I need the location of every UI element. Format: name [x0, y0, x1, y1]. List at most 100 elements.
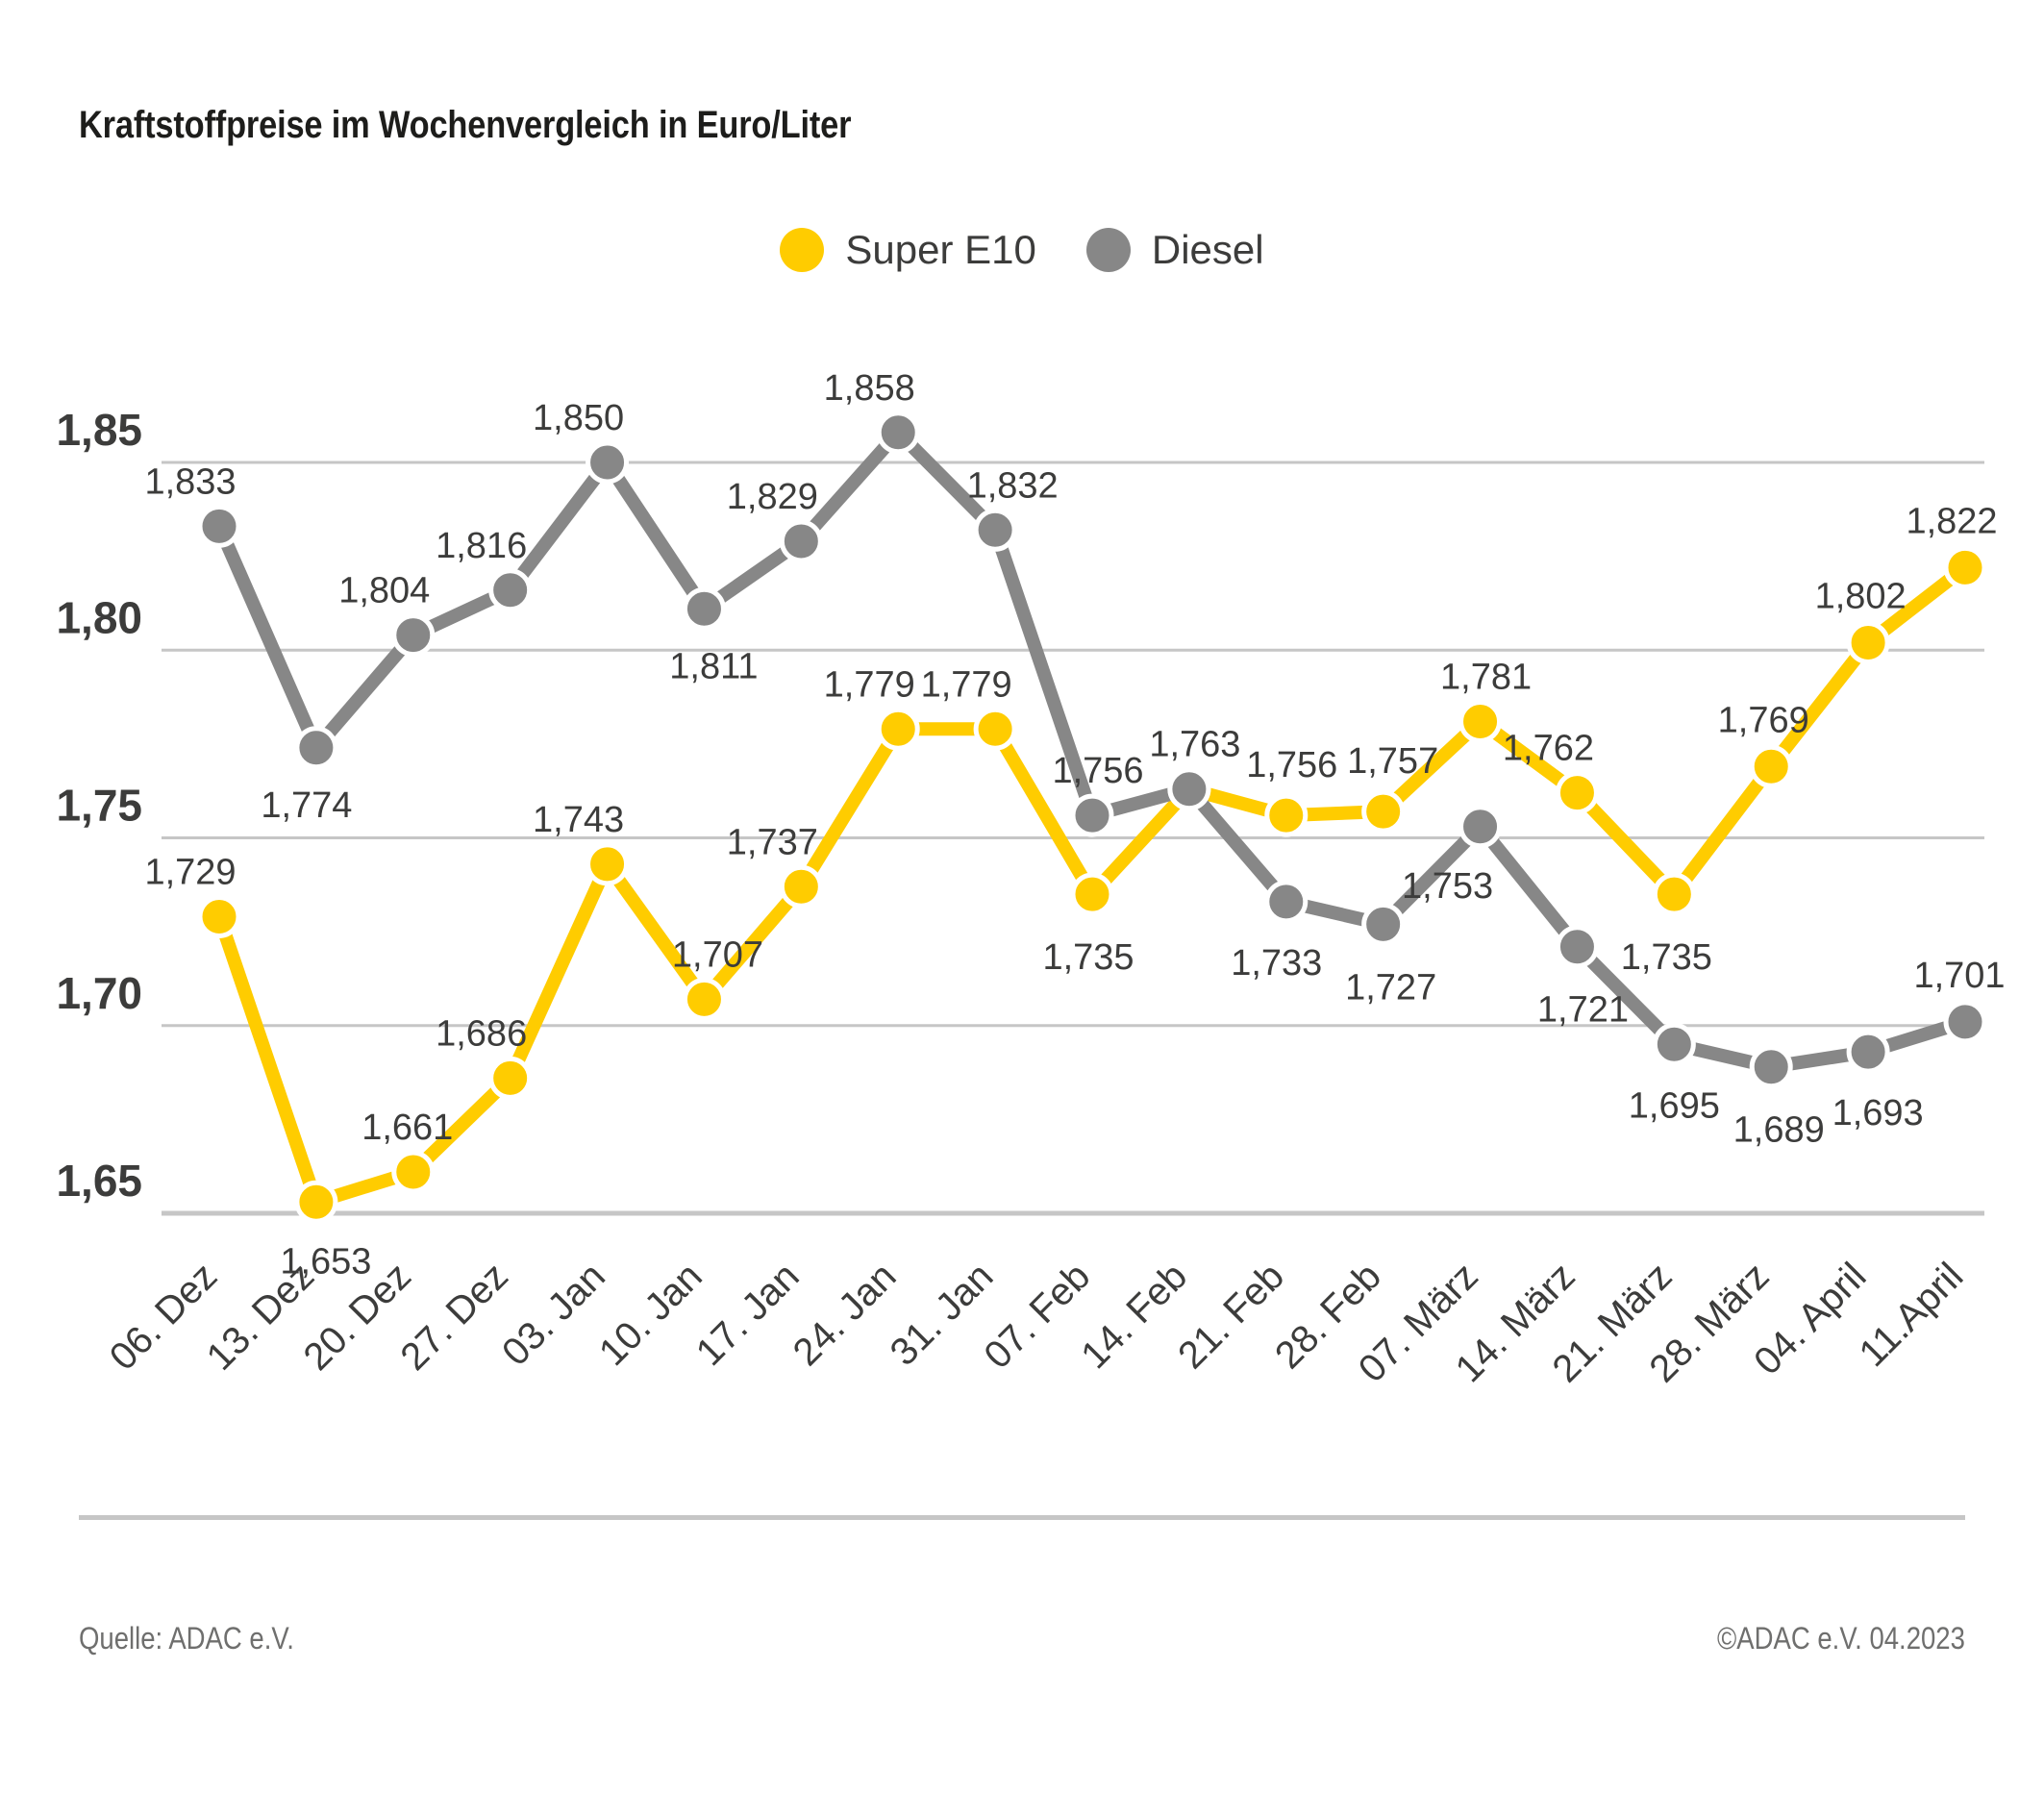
data-point-marker[interactable]	[197, 504, 241, 548]
data-point-marker[interactable]	[1070, 872, 1114, 916]
data-point-marker[interactable]	[1943, 1000, 1987, 1044]
y-axis-tick-label: 1,75	[56, 781, 142, 831]
data-point-label: 1,757	[1347, 741, 1438, 782]
data-point-marker[interactable]	[488, 1056, 533, 1100]
data-point-marker[interactable]	[391, 1150, 436, 1194]
x-axis-tick-label: 31. Jan	[883, 1255, 1002, 1374]
data-point-label: 1,832	[967, 465, 1059, 506]
data-point-label: 1,689	[1733, 1110, 1825, 1151]
y-axis-tick-label: 1,70	[56, 968, 142, 1018]
data-point-label: 1,737	[727, 822, 818, 862]
data-point-marker[interactable]	[391, 613, 436, 658]
legend-swatch-super-e10	[780, 228, 825, 272]
data-point-marker[interactable]	[586, 440, 630, 485]
data-point-marker[interactable]	[488, 568, 533, 612]
footer-divider	[79, 1515, 1965, 1520]
data-point-label: 1,858	[824, 368, 915, 409]
data-point-label: 1,695	[1629, 1085, 1720, 1126]
legend-item-diesel[interactable]: Diesel	[1085, 227, 1264, 273]
x-axis-tick-label: 17. Jan	[688, 1255, 808, 1374]
data-point-marker[interactable]	[1458, 699, 1503, 743]
data-point-label: 1,822	[1906, 501, 1997, 541]
data-point-label: 1,774	[261, 785, 352, 826]
copyright-note: ©ADAC e.V. 04.2023	[1717, 1621, 1965, 1656]
x-axis-tick-label: 24. Jan	[785, 1255, 905, 1374]
x-axis-tick-label: 06. Dez	[102, 1255, 226, 1379]
data-point-marker[interactable]	[1555, 771, 1599, 815]
data-point-marker[interactable]	[1652, 1022, 1696, 1066]
data-point-label: 1,763	[1149, 725, 1240, 765]
x-axis-tick-label: 11.April	[1851, 1255, 1971, 1375]
data-point-label: 1,707	[672, 934, 763, 975]
y-axis-tick-label: 1,80	[56, 592, 142, 642]
y-axis-ticks: 1,85 1,80 1,75 1,70 1,65	[56, 405, 142, 1206]
data-point-marker[interactable]	[1555, 925, 1599, 969]
data-point-label: 1,686	[436, 1013, 527, 1054]
data-point-label: 1,727	[1345, 967, 1436, 1008]
data-point-marker[interactable]	[682, 977, 726, 1021]
data-point-marker[interactable]	[973, 707, 1017, 751]
data-point-label: 1,721	[1537, 990, 1629, 1031]
data-point-label: 1,811	[669, 646, 758, 686]
data-point-label: 1,729	[144, 853, 236, 893]
data-point-marker[interactable]	[294, 1180, 338, 1224]
data-point-marker[interactable]	[197, 895, 241, 939]
data-point-label: 1,735	[1621, 937, 1712, 978]
data-point-label: 1,781	[1440, 657, 1532, 697]
data-point-marker[interactable]	[294, 726, 338, 770]
legend-item-super-e10[interactable]: Super E10	[780, 227, 1036, 273]
data-point-label: 1,743	[533, 800, 624, 840]
data-point-marker[interactable]	[1652, 872, 1696, 916]
data-point-marker[interactable]	[1846, 620, 1890, 664]
data-point-marker[interactable]	[1749, 1045, 1793, 1089]
x-axis-tick-label: 03. Jan	[494, 1255, 613, 1374]
data-point-marker[interactable]	[1070, 793, 1114, 837]
page-title: Kraftstoffpreise im Wochenvergleich in E…	[79, 104, 852, 146]
data-point-marker[interactable]	[876, 707, 920, 751]
data-point-label: 1,850	[533, 398, 624, 438]
legend-label-super-e10: Super E10	[845, 227, 1036, 272]
data-point-marker[interactable]	[876, 411, 920, 455]
data-point-marker[interactable]	[682, 586, 726, 631]
series-markers	[197, 411, 1987, 1224]
data-point-label: 1,769	[1718, 700, 1809, 740]
data-point-label: 1,816	[436, 526, 527, 566]
data-point-label: 1,733	[1231, 943, 1322, 984]
data-point-marker[interactable]	[1361, 902, 1406, 946]
data-point-marker[interactable]	[1943, 545, 1987, 589]
data-point-marker[interactable]	[1458, 805, 1503, 849]
data-point-label: 1,829	[727, 477, 818, 517]
y-axis-tick-label: 1,65	[56, 1156, 142, 1206]
y-axis-tick-label: 1,85	[56, 405, 142, 455]
data-point-label: 1,701	[1913, 956, 2005, 996]
data-point-marker[interactable]	[1361, 789, 1406, 834]
x-axis-tick-label: 07. Feb	[976, 1255, 1098, 1377]
source-note: Quelle: ADAC e.V.	[79, 1621, 294, 1656]
data-point-label: 1,653	[280, 1241, 371, 1282]
data-point-marker[interactable]	[1264, 880, 1309, 924]
data-point-labels: 1,729 1,653 1,661 1,686 1,743 1,707 1,737 1,779…	[144, 368, 2005, 1282]
data-point-marker[interactable]	[586, 842, 630, 886]
data-point-marker[interactable]	[1846, 1030, 1890, 1074]
chart-legend: Super E10 Diesel	[0, 227, 2044, 273]
data-point-marker[interactable]	[973, 508, 1017, 552]
x-axis-tick-label: 21. Feb	[1170, 1255, 1292, 1377]
data-point-label: 1,762	[1503, 729, 1594, 769]
data-point-label: 1,693	[1832, 1093, 1924, 1133]
data-point-label: 1,661	[361, 1108, 453, 1148]
data-point-label: 1,804	[338, 571, 430, 611]
data-point-marker[interactable]	[779, 519, 823, 563]
data-point-label: 1,833	[144, 461, 236, 502]
data-point-marker[interactable]	[1749, 744, 1793, 788]
data-point-marker[interactable]	[1264, 793, 1309, 837]
data-point-label: 1,756	[1246, 745, 1337, 785]
data-point-marker[interactable]	[1167, 767, 1211, 811]
legend-label-diesel: Diesel	[1151, 227, 1264, 272]
data-point-marker[interactable]	[779, 864, 823, 909]
x-axis-tick-label: 13. Dez	[199, 1255, 323, 1379]
legend-swatch-diesel	[1085, 228, 1131, 272]
